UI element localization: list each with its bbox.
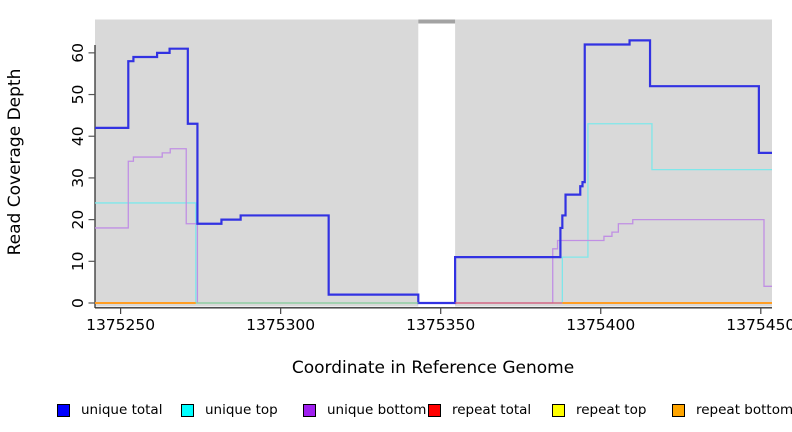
y-tick-label: 10 (69, 251, 87, 271)
y-tick-label: 30 (69, 168, 87, 188)
series-unique-total (95, 39, 772, 305)
y-tick-label: 0 (69, 298, 87, 308)
x-tick-label: 1375350 (406, 316, 475, 334)
x-axis-title: Coordinate in Reference Genome (291, 358, 575, 378)
y-tick-label: 40 (69, 126, 87, 146)
x-tick-label: 1375450 (726, 316, 792, 334)
series-unique-bottom (95, 148, 772, 304)
masked-region (418, 19, 456, 307)
x-tick-label: 1375250 (86, 316, 155, 334)
x-tick-label: 1375300 (246, 316, 315, 334)
y-tick-label: 20 (69, 210, 87, 230)
y-axis-title: Read Coverage Depth (5, 68, 25, 256)
y-tick-label: 60 (69, 43, 87, 63)
x-tick-label: 1375400 (566, 316, 635, 334)
series-unique-top (95, 123, 772, 304)
masked-region-cap (418, 19, 456, 24)
y-tick-label: 50 (69, 85, 87, 105)
